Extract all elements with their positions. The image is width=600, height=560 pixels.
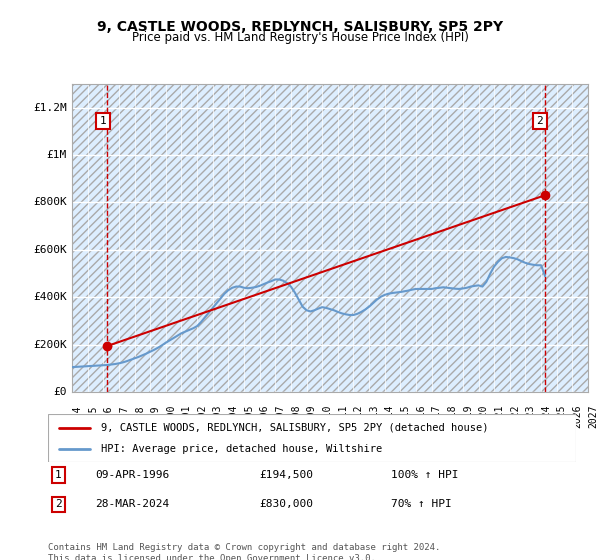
Text: 2001: 2001 — [181, 404, 191, 428]
Text: 2002: 2002 — [197, 404, 207, 428]
Text: 2006: 2006 — [260, 404, 269, 428]
Text: Price paid vs. HM Land Registry's House Price Index (HPI): Price paid vs. HM Land Registry's House … — [131, 31, 469, 44]
Text: 2009: 2009 — [307, 404, 317, 428]
Text: 70% ↑ HPI: 70% ↑ HPI — [391, 500, 452, 510]
Text: 2021: 2021 — [494, 404, 504, 428]
Text: 100% ↑ HPI: 100% ↑ HPI — [391, 470, 459, 480]
Text: 2011: 2011 — [338, 404, 348, 428]
Text: 1: 1 — [55, 470, 62, 480]
Text: 1998: 1998 — [134, 404, 145, 428]
Text: 1: 1 — [100, 116, 106, 126]
Text: 2023: 2023 — [526, 404, 535, 428]
Text: £830,000: £830,000 — [259, 500, 313, 510]
Text: £1M: £1M — [47, 150, 67, 160]
Text: 9, CASTLE WOODS, REDLYNCH, SALISBURY, SP5 2PY: 9, CASTLE WOODS, REDLYNCH, SALISBURY, SP… — [97, 20, 503, 34]
Text: £800K: £800K — [33, 198, 67, 207]
Text: 2004: 2004 — [229, 404, 238, 428]
Text: 09-APR-1996: 09-APR-1996 — [95, 470, 170, 480]
Text: 1999: 1999 — [150, 404, 160, 428]
Text: £600K: £600K — [33, 245, 67, 255]
Text: £194,500: £194,500 — [259, 470, 313, 480]
Text: 2014: 2014 — [385, 404, 395, 428]
Text: Contains HM Land Registry data © Crown copyright and database right 2024.
This d: Contains HM Land Registry data © Crown c… — [48, 543, 440, 560]
Text: 1996: 1996 — [103, 404, 113, 428]
Text: £1.2M: £1.2M — [33, 102, 67, 113]
Text: £0: £0 — [53, 387, 67, 397]
Text: 2000: 2000 — [166, 404, 176, 428]
Text: 2026: 2026 — [572, 404, 583, 428]
Text: 2007: 2007 — [275, 404, 285, 428]
Text: 2: 2 — [55, 500, 62, 510]
Text: 2008: 2008 — [291, 404, 301, 428]
Text: 2022: 2022 — [510, 404, 520, 428]
Text: 2016: 2016 — [416, 404, 426, 428]
Text: 2010: 2010 — [322, 404, 332, 428]
Text: 2015: 2015 — [400, 404, 410, 428]
Text: £400K: £400K — [33, 292, 67, 302]
Text: 2018: 2018 — [447, 404, 457, 428]
Text: 2013: 2013 — [369, 404, 379, 428]
Text: £200K: £200K — [33, 339, 67, 349]
Text: 28-MAR-2024: 28-MAR-2024 — [95, 500, 170, 510]
Text: 2012: 2012 — [353, 404, 364, 428]
Text: HPI: Average price, detached house, Wiltshire: HPI: Average price, detached house, Wilt… — [101, 444, 382, 454]
Text: 2: 2 — [536, 116, 544, 126]
Text: 2027: 2027 — [588, 404, 598, 428]
Text: 1995: 1995 — [88, 404, 98, 428]
Text: 2005: 2005 — [244, 404, 254, 428]
Text: 2017: 2017 — [431, 404, 442, 428]
Text: 2025: 2025 — [557, 404, 567, 428]
Text: 2019: 2019 — [463, 404, 473, 428]
Text: 2003: 2003 — [213, 404, 223, 428]
Text: 1994: 1994 — [72, 404, 82, 428]
Text: 2020: 2020 — [479, 404, 488, 428]
Text: 9, CASTLE WOODS, REDLYNCH, SALISBURY, SP5 2PY (detached house): 9, CASTLE WOODS, REDLYNCH, SALISBURY, SP… — [101, 423, 488, 433]
Text: 1997: 1997 — [119, 404, 129, 428]
Text: 2024: 2024 — [541, 404, 551, 428]
